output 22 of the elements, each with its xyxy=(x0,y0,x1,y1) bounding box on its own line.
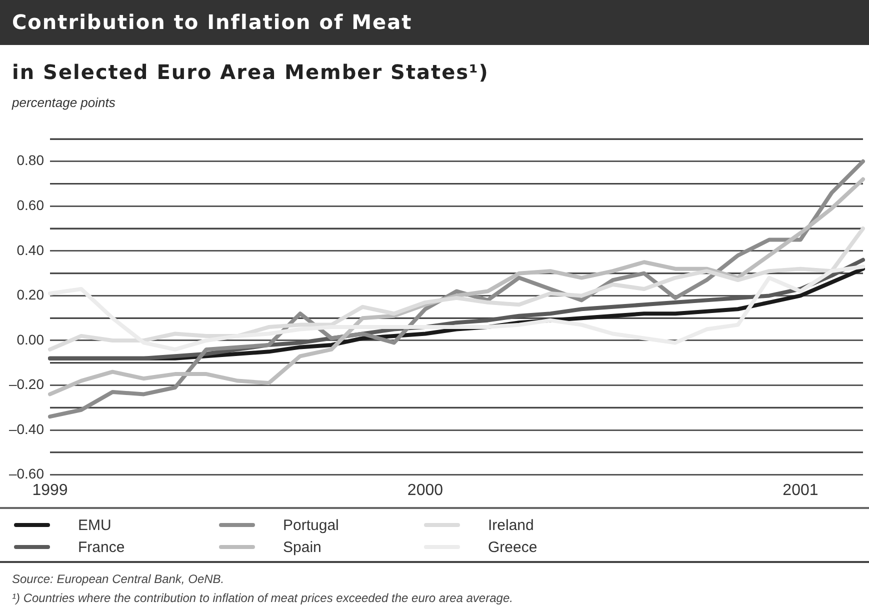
y-tick-label: 0.00 xyxy=(16,331,44,348)
chart-title: Contribution to Inflation of Meat xyxy=(0,0,869,45)
y-tick-label: 0.80 xyxy=(16,152,44,168)
y-tick-label: 0.40 xyxy=(16,242,44,258)
y-tick-label: 0.60 xyxy=(16,197,44,214)
y-tick-label: –0.60 xyxy=(8,466,44,482)
y-tick-label: –0.20 xyxy=(8,376,44,392)
y-tick-label: 0.20 xyxy=(16,286,44,303)
x-tick-label: 2000 xyxy=(407,482,444,499)
chart-subtitle: in Selected Euro Area Member States¹) xyxy=(12,60,489,84)
legend-label: EMU xyxy=(78,516,112,534)
legend-label: Greece xyxy=(488,538,538,556)
y-tick-label: –0.40 xyxy=(8,420,44,437)
x-tick-label: 1999 xyxy=(32,482,68,499)
text: ¹) Countries where the contribution to inflation of meat prices exceeded the euro area average. xyxy=(12,590,513,607)
legend-label: Spain xyxy=(283,538,322,556)
x-tick-label: 2001 xyxy=(782,482,818,499)
legend-label: Portugal xyxy=(283,516,339,534)
y-axis-title: percentage points xyxy=(12,95,116,110)
source-note: Source: European Central Bank, OeNB. xyxy=(12,571,226,588)
legend-label: France xyxy=(78,538,125,556)
legend-label: Ireland xyxy=(488,516,534,534)
